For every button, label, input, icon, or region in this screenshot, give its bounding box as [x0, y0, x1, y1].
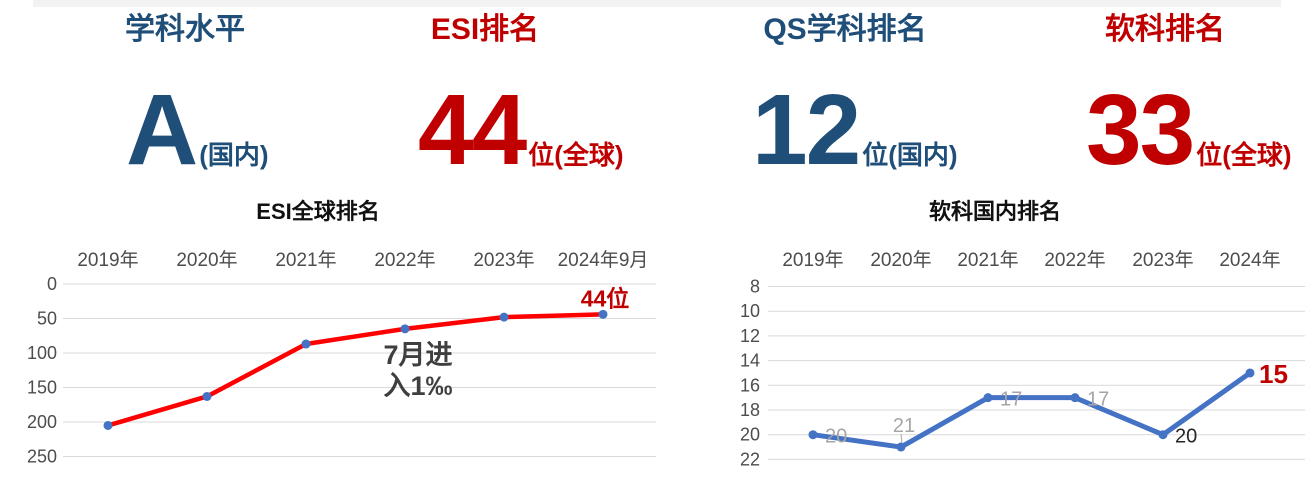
y-axis-tick-label: 10	[740, 301, 760, 321]
data-label: 20	[1175, 426, 1197, 448]
data-label: 21	[893, 415, 915, 437]
x-axis-category-label: 2019年	[77, 249, 138, 271]
data-label: 17	[1000, 389, 1022, 411]
data-label: 20	[825, 426, 847, 448]
metric-suffix: 位(全球)	[1196, 140, 1292, 170]
esi-trend-chart: 0 50 100 150 200 250 2019年 2020年 2021年 2022年 2023年…	[27, 249, 656, 467]
metric-value-discipline-level: A (国内)	[126, 80, 269, 180]
metric-big-value: A	[126, 74, 198, 186]
ruanke-chart-title: 软科国内排名	[928, 199, 1062, 224]
y-axis-tick-label: 50	[37, 309, 57, 329]
metric-suffix: 位(国内)	[862, 140, 958, 170]
data-point-marker	[103, 420, 113, 430]
x-axis-category-label: 2023年	[473, 249, 534, 271]
data-point-marker	[1070, 393, 1080, 403]
y-axis-tick-label: 100	[27, 343, 57, 363]
text-annotation: 7月进	[383, 340, 452, 370]
data-label: 15	[1259, 359, 1288, 389]
series-line	[810, 370, 1253, 450]
data-point-marker	[400, 324, 410, 334]
metric-title-ruanke-rank: 软科排名	[1105, 13, 1225, 46]
y-axis-tick-label: 16	[740, 375, 760, 395]
metric-value-esi-rank: 44 位(全球)	[418, 80, 624, 180]
data-point-marker	[896, 442, 906, 452]
text-annotation: 入1‰	[383, 371, 452, 401]
y-axis-tick-label: 0	[47, 274, 57, 294]
data-point-marker	[499, 312, 509, 322]
metric-suffix: (国内)	[199, 140, 269, 170]
label-leader-line	[900, 433, 903, 444]
data-point-marker	[983, 393, 993, 403]
data-point-marker	[301, 339, 311, 349]
data-label: 17	[1087, 389, 1109, 411]
ruanke-trend-chart: 8 10 12 14 16 18 20 22 2019年 2020年 2021年 2022年 2023年…	[740, 249, 1305, 469]
y-axis-tick-label: 22	[740, 449, 760, 469]
x-axis-category-label: 2022年	[1044, 249, 1105, 271]
x-axis-category-label: 2023年	[1132, 249, 1193, 271]
x-axis-category-label: 2024年9月	[558, 249, 649, 271]
y-axis-tick-label: 18	[740, 400, 760, 420]
metric-title-qs-rank: QS学科排名	[763, 13, 927, 46]
esi-chart-title: ESI全球排名	[256, 199, 380, 224]
metric-value-ruanke-rank: 33 位(全球)	[1086, 80, 1292, 180]
metric-big-value: 12	[752, 74, 861, 186]
y-axis-tick-label: 200	[27, 412, 57, 432]
data-point-marker	[1245, 368, 1255, 378]
metric-suffix: 位(全球)	[528, 140, 624, 170]
data-point-marker	[598, 309, 608, 319]
x-axis-category-label: 2019年	[782, 249, 843, 271]
x-axis-category-label: 2020年	[176, 249, 237, 271]
callout-annotation: 44位	[581, 285, 630, 311]
y-axis-tick-label: 8	[750, 277, 760, 297]
y-axis-tick-label: 20	[740, 425, 760, 445]
x-axis-category-label: 2020年	[870, 249, 931, 271]
metric-title-esi-rank: ESI排名	[430, 13, 540, 46]
top-strip	[33, 0, 1281, 7]
x-axis-category-label: 2021年	[275, 249, 336, 271]
x-axis-category-label: 2022年	[374, 249, 435, 271]
metric-title-discipline-level: 学科水平	[125, 13, 245, 46]
y-axis-tick-label: 250	[27, 447, 57, 467]
x-axis-category-label: 2024年	[1219, 249, 1280, 271]
metric-big-value: 44	[418, 74, 527, 186]
series-line	[105, 312, 606, 428]
y-axis-tick-label: 150	[27, 378, 57, 398]
data-point-marker	[202, 391, 212, 401]
data-point-marker	[808, 430, 818, 440]
y-axis-tick-label: 12	[740, 326, 760, 346]
y-axis-tick-label: 14	[740, 351, 760, 371]
metric-big-value: 33	[1086, 74, 1195, 186]
metric-value-qs-rank: 12 位(国内)	[752, 80, 958, 180]
data-point-marker	[1158, 430, 1168, 440]
x-axis-category-label: 2021年	[957, 249, 1018, 271]
